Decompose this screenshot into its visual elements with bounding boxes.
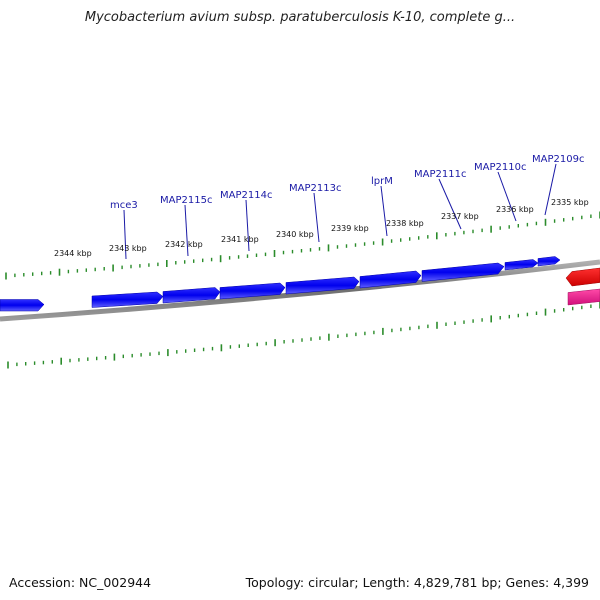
leader-mce3 xyxy=(123,209,127,260)
scale-label: 2340 kbp xyxy=(276,230,314,239)
gene-arrow-map2113c[interactable] xyxy=(285,276,360,295)
gene-labels: mce3 MAP2115c MAP2114c MAP2113c lprM MAP… xyxy=(110,154,584,211)
scale-label: 2336 kbp xyxy=(496,205,534,214)
gene-arrow-partial-left[interactable] xyxy=(0,299,45,312)
gene-label-map2113c[interactable]: MAP2113c xyxy=(289,183,341,194)
leader-lprm xyxy=(380,185,388,237)
leader-map2113c xyxy=(313,192,320,243)
gene-arrow-map2109c[interactable] xyxy=(537,256,561,267)
outer-scale-ticks xyxy=(5,211,600,280)
scale-label: 2339 kbp xyxy=(331,224,369,233)
leader-map2115c xyxy=(184,204,189,257)
scale-label: 2343 kbp xyxy=(109,244,147,253)
topology-info: Topology: circular; Length: 4,829,781 bp… xyxy=(245,575,589,590)
gene-label-mce3[interactable]: mce3 xyxy=(110,200,138,211)
gene-arrow-map2114c[interactable] xyxy=(219,282,286,300)
genome-backbone xyxy=(0,259,600,322)
leader-map2111c xyxy=(438,178,462,230)
scale-labels: 2344 kbp 2343 kbp 2342 kbp 2341 kbp 2340… xyxy=(54,198,589,258)
scale-label: 2338 kbp xyxy=(386,219,424,228)
gene-arrow-lprm[interactable] xyxy=(359,270,422,289)
gene-arrow-reverse-red[interactable] xyxy=(565,267,600,287)
gene-label-map2115c[interactable]: MAP2115c xyxy=(160,195,212,206)
gene-label-map2110c[interactable]: MAP2110c xyxy=(474,162,526,173)
scale-label: 2337 kbp xyxy=(441,212,479,221)
gene-label-map2114c[interactable]: MAP2114c xyxy=(220,190,272,201)
scale-label: 2335 kbp xyxy=(551,198,589,207)
gene-label-leaders xyxy=(123,163,557,260)
gene-label-map2109c[interactable]: MAP2109c xyxy=(532,154,584,165)
scale-label: 2341 kbp xyxy=(221,235,259,244)
scale-label: 2344 kbp xyxy=(54,249,92,258)
gene-arrows xyxy=(0,256,600,312)
gene-arrow-map2111c[interactable] xyxy=(421,262,505,282)
inner-scale-ticks xyxy=(7,301,600,369)
gene-arrow-reverse-pink[interactable] xyxy=(567,288,600,306)
gene-label-map2111c[interactable]: MAP2111c xyxy=(414,169,466,180)
leader-map2109c xyxy=(544,163,557,216)
gene-arrow-map2110c[interactable] xyxy=(504,259,539,271)
gene-arrow-mce3[interactable] xyxy=(91,291,164,308)
leader-map2114c xyxy=(245,199,250,252)
leader-map2110c xyxy=(497,171,517,222)
scale-label: 2342 kbp xyxy=(165,240,203,249)
gene-label-lprm[interactable]: lprM xyxy=(371,176,393,187)
accession-info: Accession: NC_002944 xyxy=(9,575,152,590)
map-title: Mycobacterium avium subsp. paratuberculo… xyxy=(84,10,516,25)
gene-arrow-map2115c[interactable] xyxy=(162,287,221,304)
